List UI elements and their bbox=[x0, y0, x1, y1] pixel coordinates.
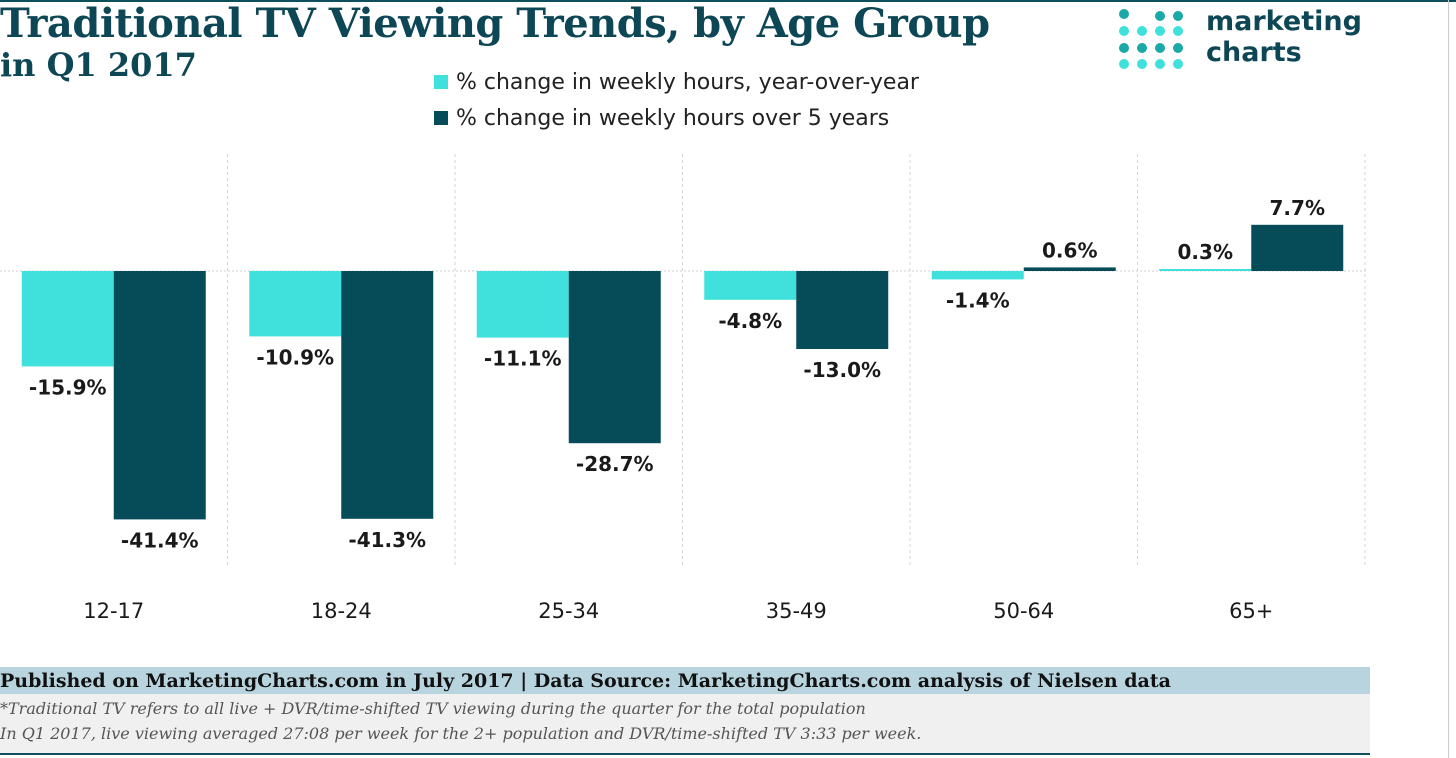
bar-yoy bbox=[931, 271, 1024, 280]
legend-item-yoy: % change in weekly hours, year-over-year bbox=[434, 64, 919, 100]
legend-item-five-year: % change in weekly hours over 5 years bbox=[434, 100, 919, 136]
legend-label-yoy: % change in weekly hours, year-over-year bbox=[456, 69, 919, 95]
bar-five-year bbox=[796, 271, 889, 349]
footer-notes-panel: *Traditional TV refers to all live + DVR… bbox=[0, 694, 1370, 753]
data-label: -41.3% bbox=[348, 528, 426, 552]
data-label: -41.4% bbox=[121, 528, 199, 552]
bar-yoy bbox=[249, 271, 342, 337]
x-tick-label: 12-17 bbox=[83, 599, 144, 623]
logo-wordmark: marketing charts bbox=[1206, 6, 1362, 68]
chart-title: Traditional TV Viewing Trends, by Age Gr… bbox=[0, 0, 990, 47]
footnote-definition: *Traditional TV refers to all live + DVR… bbox=[0, 699, 866, 718]
x-tick-label: 18-24 bbox=[311, 599, 372, 623]
data-label: -11.1% bbox=[484, 347, 562, 371]
data-label: 0.3% bbox=[1178, 240, 1233, 264]
bar-yoy bbox=[476, 271, 569, 338]
legend-swatch-yoy bbox=[434, 75, 448, 89]
data-label: -10.9% bbox=[256, 345, 334, 369]
bar-yoy bbox=[704, 271, 797, 300]
x-tick-label: 25-34 bbox=[538, 599, 599, 623]
logo-word-marketing: marketing bbox=[1206, 6, 1362, 37]
top-rule bbox=[0, 0, 1456, 2]
legend-label-five-year: % change in weekly hours over 5 years bbox=[456, 105, 890, 131]
x-tick-label: 50-64 bbox=[993, 599, 1054, 623]
data-label: -4.8% bbox=[718, 309, 782, 333]
footer-source-bar bbox=[0, 667, 1370, 694]
data-label: -15.9% bbox=[29, 375, 107, 399]
legend: % change in weekly hours, year-over-year… bbox=[434, 64, 919, 136]
logo-word-charts: charts bbox=[1206, 37, 1302, 68]
footnote-viewing-average: In Q1 2017, live viewing averaged 27:08 … bbox=[0, 724, 922, 743]
data-label: -1.4% bbox=[946, 288, 1010, 312]
bar-five-year bbox=[341, 271, 434, 519]
bar-yoy bbox=[21, 271, 114, 367]
logo-dots-icon bbox=[1119, 9, 1183, 69]
x-tick-label: 65+ bbox=[1229, 599, 1273, 623]
bar-five-year bbox=[568, 271, 661, 444]
bar-five-year bbox=[1023, 267, 1116, 271]
data-label: 0.6% bbox=[1042, 238, 1097, 262]
footer-source-text: Published on MarketingCharts.com in July… bbox=[0, 670, 1171, 692]
marketingcharts-logo: marketing charts bbox=[1114, 4, 1364, 72]
data-label: -13.0% bbox=[803, 358, 881, 382]
data-label: -28.7% bbox=[576, 452, 654, 476]
bar-five-year bbox=[113, 271, 206, 520]
bar-yoy bbox=[1159, 269, 1252, 271]
footer-rule bbox=[0, 753, 1370, 755]
right-border bbox=[1448, 0, 1449, 758]
bar-chart: -15.9% -41.4% 12-17 -10.9% -41.3% 18-24 -11.1%… bbox=[0, 154, 1366, 623]
data-label: 7.7% bbox=[1270, 196, 1325, 220]
x-tick-label: 35-49 bbox=[766, 599, 827, 623]
legend-swatch-five-year bbox=[434, 111, 448, 125]
chart-subtitle: in Q1 2017 bbox=[0, 46, 197, 84]
bar-five-year bbox=[1251, 224, 1344, 271]
